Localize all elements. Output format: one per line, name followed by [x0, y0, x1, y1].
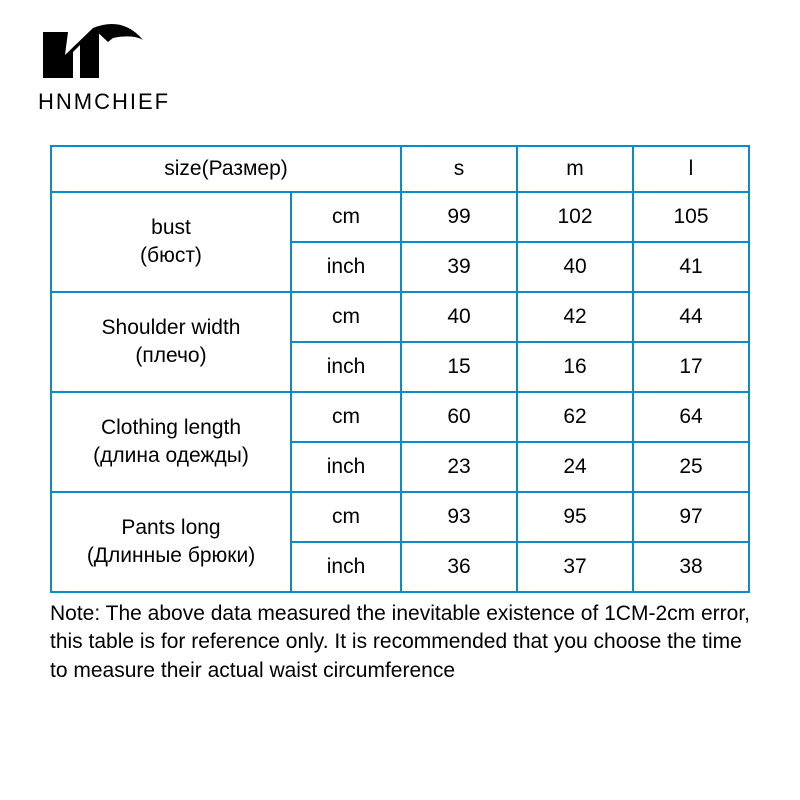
cell: 16 — [517, 342, 633, 392]
unit-inch: inch — [291, 542, 401, 592]
label-en: bust — [151, 216, 191, 239]
cell: 41 — [633, 242, 749, 292]
cell: 42 — [517, 292, 633, 342]
cell: 38 — [633, 542, 749, 592]
brand-logo: HNMCHIEF — [38, 20, 178, 115]
label-ru: (плечо) — [54, 342, 288, 370]
cell: 62 — [517, 392, 633, 442]
cell: 15 — [401, 342, 517, 392]
cell: 40 — [401, 292, 517, 342]
size-chart: size(Размер) s m l bust (бюст) cm 99 102… — [50, 145, 750, 593]
cell: 97 — [633, 492, 749, 542]
header-size-l: l — [633, 146, 749, 192]
row-label-shoulder: Shoulder width (плечо) — [51, 292, 291, 392]
cell: 93 — [401, 492, 517, 542]
unit-cm: cm — [291, 392, 401, 442]
label-ru: (длина одежды) — [54, 442, 288, 470]
cell: 99 — [401, 192, 517, 242]
footnote: Note: The above data measured the inevit… — [50, 600, 750, 685]
label-en: Shoulder width — [102, 316, 241, 339]
cell: 17 — [633, 342, 749, 392]
unit-cm: cm — [291, 292, 401, 342]
row-label-clothing-length: Clothing length (длина одежды) — [51, 392, 291, 492]
row-label-bust: bust (бюст) — [51, 192, 291, 292]
label-en: Clothing length — [101, 416, 241, 439]
header-size-s: s — [401, 146, 517, 192]
cell: 37 — [517, 542, 633, 592]
cell: 44 — [633, 292, 749, 342]
unit-inch: inch — [291, 242, 401, 292]
cell: 40 — [517, 242, 633, 292]
cell: 23 — [401, 442, 517, 492]
cell: 24 — [517, 442, 633, 492]
cell: 102 — [517, 192, 633, 242]
unit-inch: inch — [291, 342, 401, 392]
label-ru: (Длинные брюки) — [54, 542, 288, 570]
unit-cm: cm — [291, 192, 401, 242]
brand-name: HNMCHIEF — [38, 89, 178, 115]
size-table: size(Размер) s m l bust (бюст) cm 99 102… — [50, 145, 750, 593]
unit-cm: cm — [291, 492, 401, 542]
brand-mark-icon — [38, 20, 148, 80]
cell: 64 — [633, 392, 749, 442]
row-label-pants-long: Pants long (Длинные брюки) — [51, 492, 291, 592]
unit-inch: inch — [291, 442, 401, 492]
cell: 36 — [401, 542, 517, 592]
cell: 39 — [401, 242, 517, 292]
cell: 105 — [633, 192, 749, 242]
cell: 60 — [401, 392, 517, 442]
cell: 25 — [633, 442, 749, 492]
label-en: Pants long — [121, 516, 220, 539]
cell: 95 — [517, 492, 633, 542]
label-ru: (бюст) — [54, 242, 288, 270]
header-size-label: size(Размер) — [51, 146, 401, 192]
header-size-m: m — [517, 146, 633, 192]
